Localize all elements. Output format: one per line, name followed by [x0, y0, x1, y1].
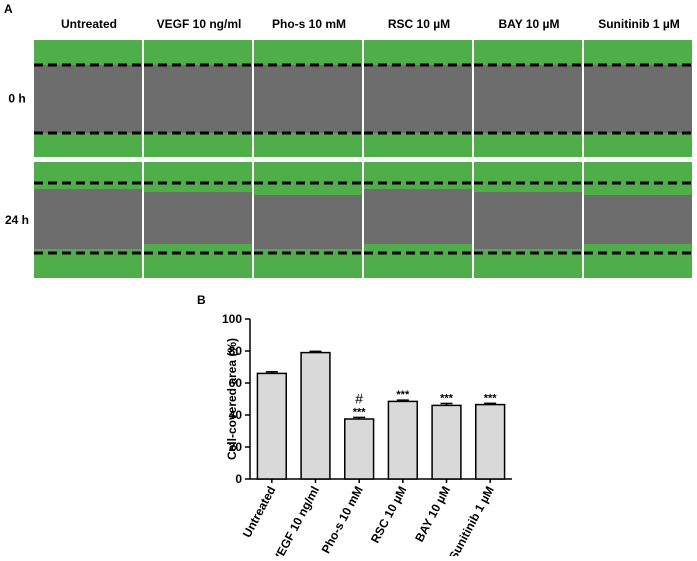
wound-gap — [584, 65, 692, 133]
wound-gap — [254, 195, 362, 249]
significance: # — [355, 390, 363, 406]
x-tick-label: VEGF 10 ng/ml — [270, 484, 322, 556]
column-header: Pho-s 10 mM — [272, 17, 346, 31]
x-tick-label: RSC 10 µM — [368, 484, 410, 546]
y-tick-label: 100 — [222, 312, 242, 326]
bar — [344, 418, 375, 480]
bar — [256, 372, 287, 480]
row-label: 0 h — [8, 92, 25, 106]
wound-gap — [584, 195, 692, 244]
significance: *** — [353, 406, 367, 418]
wound-gap — [474, 192, 582, 249]
wound-gap — [364, 189, 472, 244]
row-label: 24 h — [5, 213, 29, 227]
wound-gap — [364, 65, 472, 133]
column-header: Sunitinib 1 µM — [598, 17, 680, 31]
x-tick-label: Untreated — [240, 484, 279, 540]
panel-label: A — [4, 2, 13, 16]
bar — [475, 403, 506, 480]
column-header: VEGF 10 ng/ml — [157, 17, 242, 31]
y-tick-label: 40 — [229, 408, 243, 422]
significance: *** — [396, 389, 410, 401]
y-tick-label: 20 — [229, 440, 243, 454]
wound-gap — [144, 65, 252, 133]
bar — [387, 400, 418, 480]
bar — [431, 404, 462, 480]
wound-gap — [34, 65, 142, 133]
wound-gap — [144, 192, 252, 244]
panel-label: B — [197, 293, 206, 307]
column-header: BAY 10 µM — [499, 17, 560, 31]
column-header: RSC 10 µM — [388, 17, 450, 31]
wound-gap — [254, 65, 362, 133]
y-axis-label: Cell-covered area (%) — [225, 338, 239, 460]
wound-gap — [474, 65, 582, 133]
significance: *** — [440, 392, 454, 404]
wound-gap — [34, 189, 142, 249]
y-tick-label: 0 — [235, 472, 242, 486]
y-tick-label: 80 — [229, 344, 243, 358]
column-header: Untreated — [61, 17, 117, 31]
x-tick-label: Sunitinib 1 µM — [446, 484, 497, 556]
bar — [300, 351, 331, 480]
y-tick-label: 60 — [229, 376, 243, 390]
significance: *** — [484, 392, 498, 404]
x-tick-label: BAY 10 µM — [412, 484, 453, 544]
x-tick-label: Pho-s 10 mM — [319, 484, 366, 556]
